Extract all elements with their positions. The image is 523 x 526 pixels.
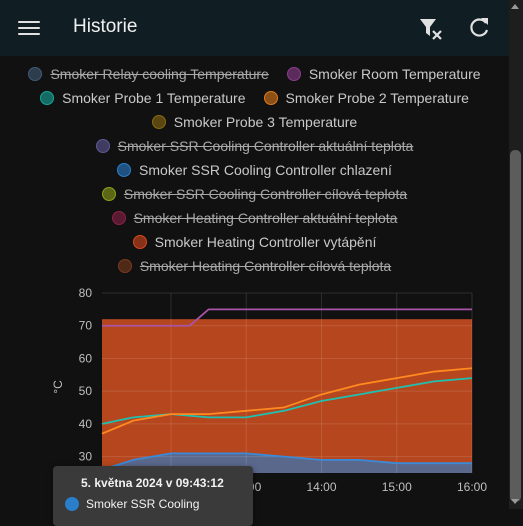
legend-item[interactable]: Smoker Heating Controller aktuální teplo… [112, 206, 398, 230]
legend-label: Smoker Heating Controller aktuální teplo… [134, 210, 398, 226]
legend-item[interactable]: Smoker Probe 3 Temperature [152, 110, 357, 134]
legend-color-dot [112, 211, 126, 225]
legend-color-dot [287, 67, 301, 81]
scrollbar-thumb[interactable] [510, 150, 521, 502]
y-tick-label: 60 [79, 351, 93, 365]
scroll-down-icon[interactable] [511, 499, 519, 504]
legend-item[interactable]: Smoker Relay cooling Temperature [28, 62, 268, 86]
x-tick-label: 16:00 [457, 480, 487, 494]
hamburger-menu-icon[interactable] [18, 18, 40, 38]
legend-color-dot [117, 163, 131, 177]
legend-label: Smoker Probe 1 Temperature [62, 90, 245, 106]
legend-item[interactable]: Smoker Probe 1 Temperature [40, 86, 245, 110]
legend-row: Smoker SSR Cooling Controller cílová tep… [0, 182, 509, 206]
legend-row: Smoker Probe 3 Temperature [0, 110, 509, 134]
filter-remove-icon[interactable] [416, 14, 444, 42]
legend-item[interactable]: Smoker Probe 2 Temperature [264, 86, 469, 110]
legend-label: Smoker Room Temperature [309, 66, 481, 82]
legend-row: Smoker Heating Controller aktuální teplo… [0, 206, 509, 230]
legend-row: Smoker Relay cooling Temperature Smoker R… [0, 62, 509, 86]
legend-label: Smoker Relay cooling Temperature [50, 66, 268, 82]
legend-color-dot [96, 139, 110, 153]
legend-color-dot [264, 91, 278, 105]
legend-item[interactable]: Smoker Heating Controller cílová teplota [118, 254, 391, 278]
y-tick-label: 80 [79, 286, 93, 300]
scroll-up-icon[interactable] [511, 4, 519, 9]
x-tick-label: 15:00 [382, 480, 412, 494]
tooltip-time: 5. května 2024 v 09:43:12 [81, 476, 224, 490]
legend-item[interactable]: Smoker SSR Cooling Controller cílová tep… [102, 182, 407, 206]
legend-color-dot [40, 91, 54, 105]
x-tick-label: 14:00 [306, 480, 336, 494]
legend-row: Smoker Heating Controller vytápění [0, 230, 509, 254]
y-tick-label: 40 [79, 417, 93, 431]
heating-area [102, 319, 472, 473]
legend-label: Smoker Heating Controller cílová teplota [140, 258, 391, 274]
legend-label: Smoker Heating Controller vytápění [155, 234, 377, 250]
y-tick-label: 70 [79, 319, 93, 333]
legend-color-dot [152, 115, 166, 129]
refresh-icon[interactable] [465, 14, 493, 42]
legend-color-dot [102, 187, 116, 201]
page-title: Historie [73, 16, 137, 38]
chart-tooltip: 5. května 2024 v 09:43:12 Smoker SSR Coo… [53, 466, 253, 526]
legend-label: Smoker SSR Cooling Controller chlazení [139, 162, 392, 178]
legend-color-dot [28, 67, 42, 81]
legend-label: Smoker Probe 2 Temperature [286, 90, 469, 106]
legend-item[interactable]: Smoker SSR Cooling Controller chlazení [117, 158, 392, 182]
legend-row: Smoker Probe 1 Temperature Smoker Probe 2… [0, 86, 509, 110]
y-tick-label: 30 [79, 450, 93, 464]
legend-row: Smoker SSR Cooling Controller chlazení [0, 158, 509, 182]
legend-item[interactable]: Smoker Heating Controller vytápění [133, 230, 377, 254]
legend-label: Smoker SSR Cooling Controller aktuální t… [118, 138, 414, 154]
y-tick-label: 50 [79, 384, 93, 398]
legend-label: Smoker Probe 3 Temperature [174, 114, 357, 130]
legend-item[interactable]: Smoker Room Temperature [287, 62, 481, 86]
legend-row: Smoker Heating Controller cílová teplota [0, 254, 509, 278]
legend-item[interactable]: Smoker SSR Cooling Controller aktuální t… [96, 134, 414, 158]
app-toolbar: Historie [0, 0, 509, 56]
legend-row: Smoker SSR Cooling Controller aktuální t… [0, 134, 509, 158]
legend-color-dot [133, 235, 147, 249]
y-axis-label: °C [51, 380, 65, 394]
legend-color-dot [118, 259, 132, 273]
legend-label: Smoker SSR Cooling Controller cílová tep… [124, 186, 407, 202]
